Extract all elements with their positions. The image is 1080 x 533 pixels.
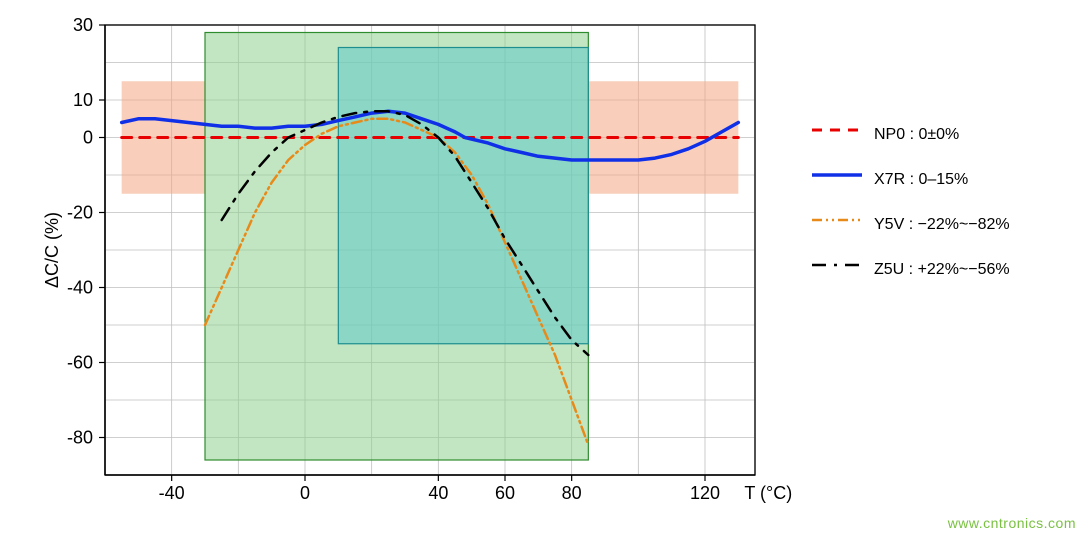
x-tick-label: 0: [300, 483, 310, 503]
y-axis-title: ΔC/C (%): [42, 212, 62, 288]
region-z5u_region: [338, 48, 588, 344]
x-axis-title: T (°C): [744, 483, 792, 503]
legend-label-z5u: Z5U : +22%~−56%: [874, 261, 1010, 278]
legend-label-np0: NP0 : 0±0%: [874, 126, 959, 143]
x-tick-label: 60: [495, 483, 515, 503]
x-tick-label: 120: [690, 483, 720, 503]
watermark: www.cntronics.com: [948, 515, 1076, 531]
legend-label-x7r: X7R : 0–15%: [874, 171, 968, 188]
y-tick-label: -60: [67, 353, 93, 373]
x-tick-label: 80: [562, 483, 582, 503]
y-tick-label: -40: [67, 278, 93, 298]
y-tick-label: -20: [67, 203, 93, 223]
y-tick-label: 10: [73, 90, 93, 110]
y-tick-label: 30: [73, 15, 93, 35]
y-tick-label: -80: [67, 428, 93, 448]
x-tick-label: 40: [428, 483, 448, 503]
y-tick-label: 0: [83, 128, 93, 148]
legend-label-y5v: Y5V : −22%~−82%: [874, 216, 1010, 233]
chart-container: -40 0 40 60 80 120 -80 -60 -40 -20 0 10 30 T (°C) ΔC/C…: [30, 0, 1080, 520]
x-tick-label: -40: [159, 483, 185, 503]
chart-svg: -40 0 40 60 80 120 -80 -60 -40 -20 0 10 30 T (°C) ΔC/C…: [30, 0, 1080, 520]
